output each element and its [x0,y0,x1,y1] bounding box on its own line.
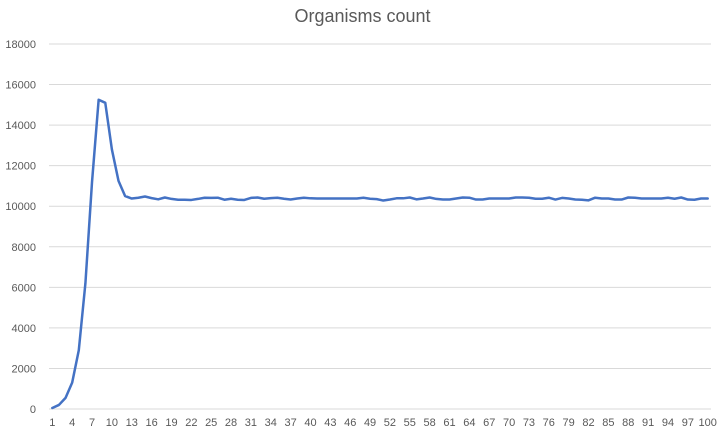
x-tick-label: 52 [384,417,396,429]
y-tick-label: 12000 [5,161,36,173]
y-tick-label: 0 [30,404,36,416]
x-tick-label: 46 [344,417,356,429]
y-tick-label: 2000 [12,363,36,375]
y-tick-label: 6000 [12,282,36,294]
y-tick-label: 18000 [5,39,36,51]
x-tick-label: 28 [225,417,237,429]
x-tick-label: 91 [642,417,654,429]
x-tick-label: 94 [662,417,674,429]
x-tick-label: 25 [205,417,217,429]
x-tick-label: 88 [622,417,634,429]
x-tick-label: 100 [699,417,717,429]
x-tick-label: 49 [364,417,376,429]
x-tick-label: 79 [563,417,575,429]
x-tick-label: 61 [443,417,455,429]
y-tick-label: 16000 [5,80,36,92]
y-tick-label: 8000 [12,242,36,254]
x-tick-label: 43 [324,417,336,429]
x-tick-label: 82 [582,417,594,429]
x-tick-label: 70 [503,417,515,429]
y-tick-label: 10000 [5,201,36,213]
chart-title: Organisms count [294,6,431,26]
x-tick-label: 22 [185,417,197,429]
x-axis-tick-labels: 1 4 7 10 13 16 19 22 25 28 31 34 37 40 43 46 49 52 55 58 61 6… [49,417,717,429]
x-tick-label: 4 [69,417,75,429]
x-tick-label: 37 [285,417,297,429]
y-axis-tick-labels: 0 2000 4000 6000 8000 10000 12000 14000 16000 180… [5,39,36,416]
x-tick-label: 7 [89,417,95,429]
x-tick-label: 64 [463,417,475,429]
x-tick-label: 85 [602,417,614,429]
x-tick-label: 97 [682,417,694,429]
x-tick-label: 67 [483,417,495,429]
series-line [51,98,709,410]
series-layer [51,98,709,410]
x-tick-label: 13 [126,417,138,429]
x-tick-label: 34 [265,417,277,429]
x-tick-label: 10 [106,417,118,429]
x-tick-label: 19 [165,417,177,429]
x-tick-label: 16 [145,417,157,429]
x-tick-label: 73 [523,417,535,429]
x-tick-label: 40 [304,417,316,429]
x-tick-label: 31 [245,417,257,429]
x-tick-label: 76 [543,417,555,429]
y-tick-label: 4000 [12,323,36,335]
y-tick-label: 14000 [5,120,36,132]
x-tick-label: 55 [404,417,416,429]
x-tick-label: 58 [424,417,436,429]
x-tick-label: 1 [49,417,55,429]
gridlines [49,43,711,369]
